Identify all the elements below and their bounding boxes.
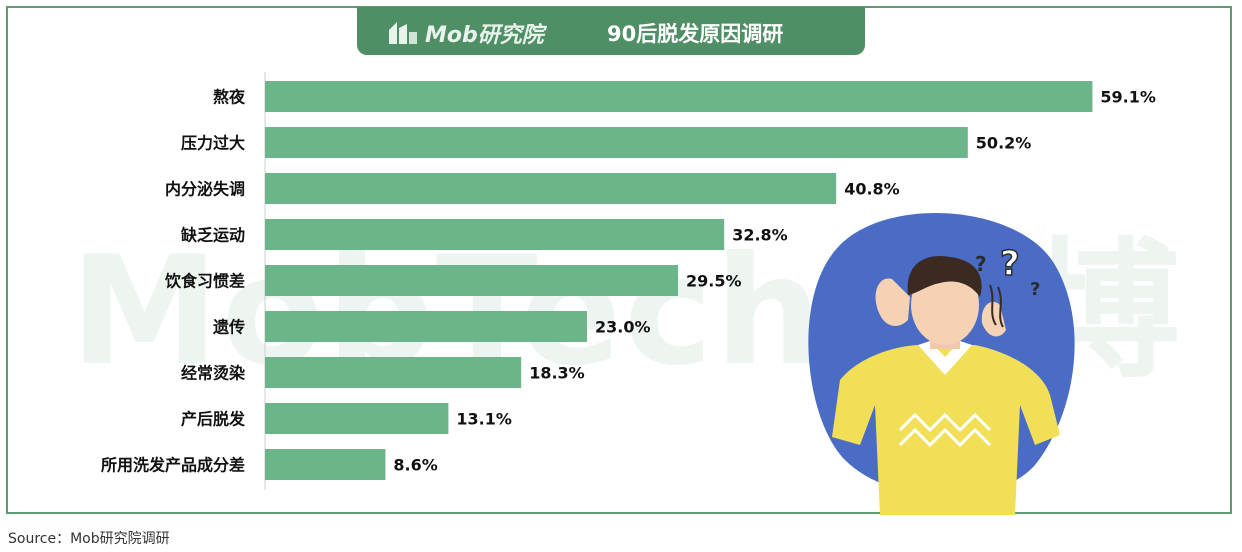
value-label-8: 13.1%: [456, 410, 512, 429]
shirt-collar: [918, 341, 972, 375]
value-label-1: 59.1%: [1100, 88, 1156, 107]
question-mark-small: ?: [975, 252, 987, 276]
category-label-5: 饮食习惯差: [164, 272, 245, 291]
category-label-6: 遗传: [212, 318, 245, 337]
category-label-9: 所用洗发产品成分差: [101, 456, 245, 475]
question-mark-right: ?: [1030, 279, 1040, 300]
source-note: Source：Mob研究院调研: [8, 531, 170, 547]
bar-6: [265, 311, 587, 342]
question-mark-large: ?: [1000, 244, 1020, 284]
sweater-pattern: [898, 412, 992, 448]
value-label-2: 50.2%: [976, 134, 1032, 153]
chart-title: 90后脱发原因调研: [607, 22, 784, 46]
value-label-5: 29.5%: [686, 272, 742, 291]
worried-man-illustration: ? ? ?: [808, 212, 1075, 515]
bar-5: [265, 265, 678, 296]
category-label-2: 压力过大: [181, 134, 245, 153]
category-label-1: 熬夜: [213, 88, 246, 107]
value-label-9: 8.6%: [393, 456, 437, 475]
bar-8: [265, 403, 449, 434]
value-label-4: 32.8%: [732, 226, 788, 245]
hair-strands: [989, 284, 1004, 328]
mob-logo-icon: [389, 22, 417, 44]
category-label-3: 内分泌失调: [165, 180, 245, 199]
value-label-3: 40.8%: [844, 180, 900, 199]
bar-1: [265, 81, 1093, 112]
bar-9: [265, 449, 386, 480]
logo-text: Mob研究院: [425, 23, 544, 48]
bars-layer: 熬夜 59.1% 压力过大 50.2% 内分泌失调 40.8% 缺乏运动 32.8% 饮食习惯差…: [101, 81, 1156, 480]
bar-3: [265, 173, 837, 204]
chart-header: Mob研究院 90后脱发原因调研: [357, 7, 865, 55]
bar-4: [265, 219, 725, 250]
category-label-8: 产后脱发: [181, 410, 246, 429]
bar-7: [265, 357, 522, 388]
bar-2: [265, 127, 968, 158]
category-label-7: 经常烫染: [181, 364, 246, 383]
category-label-4: 缺乏运动: [181, 226, 245, 245]
left-hand: [875, 278, 910, 327]
value-label-6: 23.0%: [595, 318, 651, 337]
value-label-7: 18.3%: [529, 364, 585, 383]
hair: [907, 255, 982, 297]
